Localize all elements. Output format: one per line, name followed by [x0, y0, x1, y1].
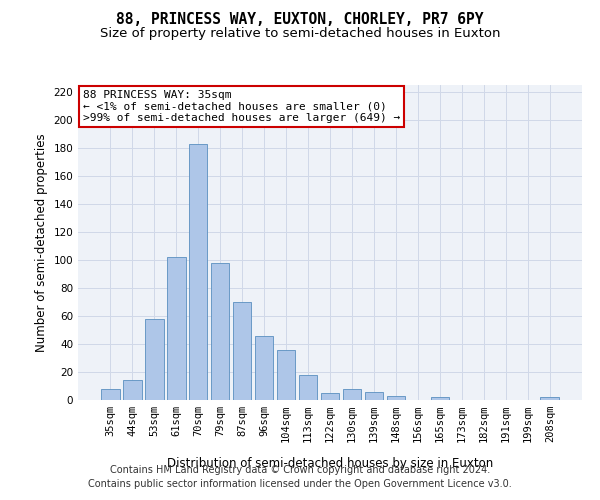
Text: 88, PRINCESS WAY, EUXTON, CHORLEY, PR7 6PY: 88, PRINCESS WAY, EUXTON, CHORLEY, PR7 6… — [116, 12, 484, 28]
Bar — [167, 257, 185, 400]
Bar — [255, 336, 274, 400]
Bar — [320, 393, 340, 400]
Bar — [386, 396, 405, 400]
Bar — [101, 389, 119, 400]
Text: Size of property relative to semi-detached houses in Euxton: Size of property relative to semi-detach… — [100, 28, 500, 40]
Bar — [277, 350, 295, 400]
Text: 88 PRINCESS WAY: 35sqm
← <1% of semi-detached houses are smaller (0)
>99% of sem: 88 PRINCESS WAY: 35sqm ← <1% of semi-det… — [83, 90, 400, 123]
Bar — [431, 397, 449, 400]
Bar — [211, 263, 229, 400]
Y-axis label: Number of semi-detached properties: Number of semi-detached properties — [35, 133, 48, 352]
Bar — [189, 144, 208, 400]
Bar — [233, 302, 251, 400]
Bar — [299, 375, 317, 400]
Text: Contains HM Land Registry data © Crown copyright and database right 2024.
Contai: Contains HM Land Registry data © Crown c… — [88, 465, 512, 489]
Bar — [365, 392, 383, 400]
Bar — [123, 380, 142, 400]
Bar — [541, 397, 559, 400]
Bar — [145, 319, 164, 400]
Bar — [343, 389, 361, 400]
Text: Distribution of semi-detached houses by size in Euxton: Distribution of semi-detached houses by … — [167, 458, 493, 470]
